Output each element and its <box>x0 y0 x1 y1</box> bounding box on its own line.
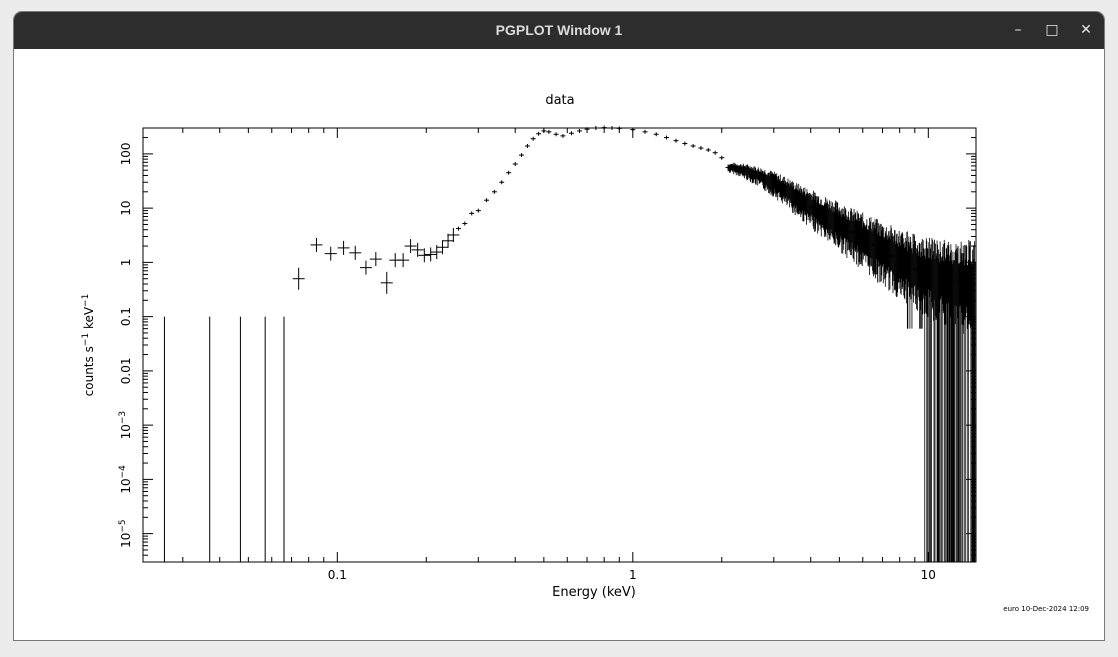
x-tick-label: 1 <box>629 568 637 582</box>
y-tick-label: 10 <box>119 200 133 215</box>
y-tick-label-text: 0.1 <box>119 307 133 326</box>
y-tick-label: 10−3 <box>118 411 133 440</box>
window-title: PGPLOT Window 1 <box>495 22 623 38</box>
y-tick-label: 1 <box>119 259 133 267</box>
axis-ticks <box>143 127 976 563</box>
x-tick-label: 0.1 <box>328 568 347 582</box>
plot-frame <box>142 127 977 563</box>
y-tick-label-text: 10−4 <box>118 465 133 494</box>
plot-footer-timestamp: euro 10-Dec-2024 12:09 <box>1003 605 1089 613</box>
y-tick-label-text: 10−3 <box>118 411 133 440</box>
y-axis-label-text-group: counts s−1 keV−1 <box>81 294 96 397</box>
chart-svg: data Energy (keV) counts s−1 keV−1 euro … <box>81 93 1089 613</box>
maximize-button[interactable]: □ <box>1041 19 1063 41</box>
y-tick-label: 0.01 <box>119 358 133 385</box>
minimize-button[interactable]: – <box>1007 19 1029 41</box>
y-tick-label-text: 1 <box>119 259 133 267</box>
plot-area: data Energy (keV) counts s−1 keV−1 euro … <box>14 49 1104 640</box>
y-axis-label: counts s−1 keV−1 <box>81 294 96 397</box>
x-tick-label: 10 <box>921 568 936 582</box>
y-tick-label-text: 0.01 <box>119 358 133 385</box>
plot-border <box>142 127 977 563</box>
tick-labels: 0.1 1 10 100 10 1 0.1 0.01 10−3 10−4 10−5 <box>118 142 936 582</box>
y-tick-label: 0.1 <box>119 307 133 326</box>
title-bar[interactable]: PGPLOT Window 1 – □ ✕ <box>14 12 1104 49</box>
y-tick-label: 10−4 <box>118 465 133 494</box>
data-series <box>163 125 976 562</box>
y-axis-label-text: counts s−1 keV−1 <box>81 294 96 397</box>
close-button[interactable]: ✕ <box>1075 19 1097 41</box>
y-tick-label: 10−5 <box>118 519 133 548</box>
pgplot-window: PGPLOT Window 1 – □ ✕ data Energy (keV) … <box>13 11 1105 641</box>
y-tick-label: 100 <box>119 142 133 165</box>
y-tick-label-text: 10−5 <box>118 519 133 548</box>
minimize-icon: – <box>1014 22 1022 38</box>
y-tick-label-text: 10 <box>119 200 133 215</box>
x-axis-label: Energy (keV) <box>552 585 636 600</box>
chart-title: data <box>545 93 574 108</box>
y-tick-label-text: 100 <box>119 142 133 165</box>
close-icon: ✕ <box>1080 22 1092 38</box>
maximize-icon: □ <box>1045 22 1059 38</box>
